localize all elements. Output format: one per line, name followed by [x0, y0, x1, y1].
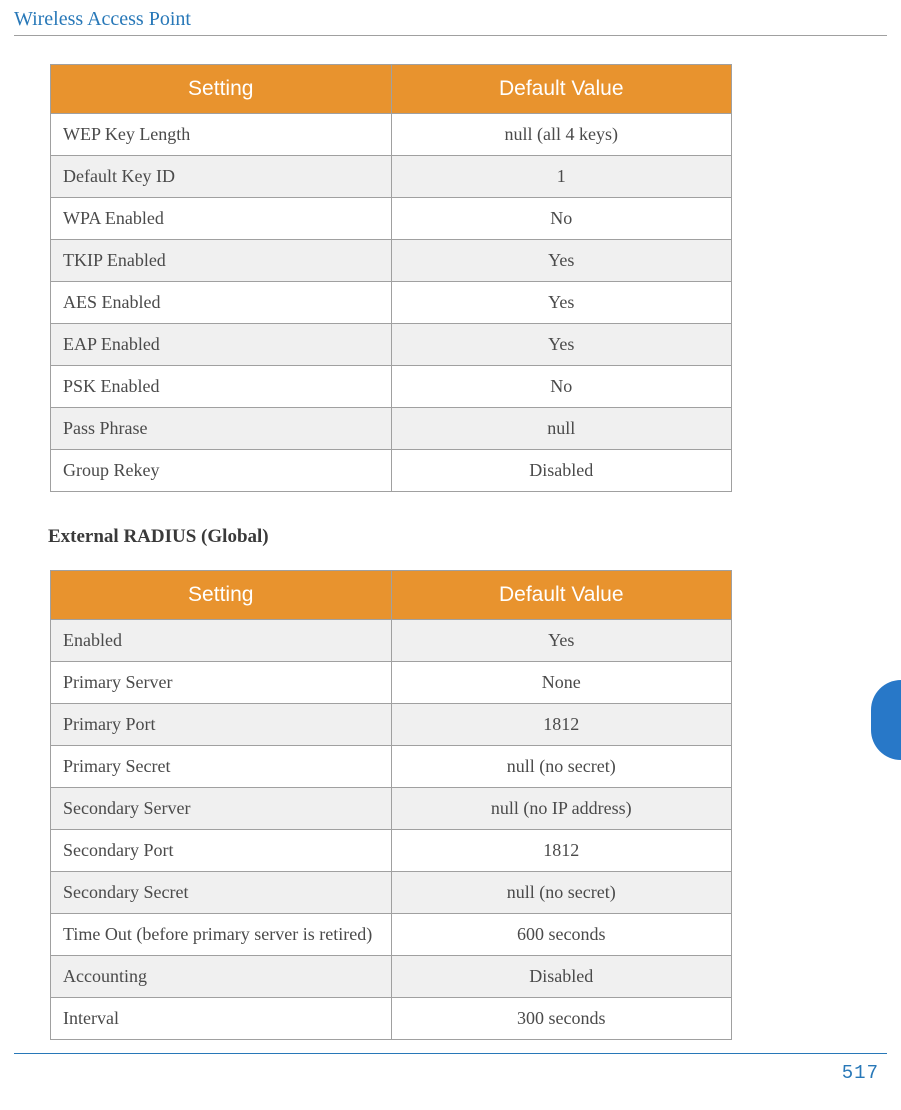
content-area: Setting Default Value WEP Key Lengthnull… — [0, 64, 901, 1040]
table2-value-cell: null (no secret) — [391, 746, 732, 788]
table-row: Secondary Port1812 — [51, 830, 732, 872]
table-row: Group RekeyDisabled — [51, 450, 732, 492]
table2-value-cell: null (no secret) — [391, 872, 732, 914]
settings-table-1: Setting Default Value WEP Key Lengthnull… — [50, 64, 732, 492]
table-row: TKIP EnabledYes — [51, 240, 732, 282]
table2-setting-cell: Primary Port — [51, 704, 392, 746]
table2-setting-cell: Accounting — [51, 956, 392, 998]
table2-setting-cell: Primary Server — [51, 662, 392, 704]
table-row: AccountingDisabled — [51, 956, 732, 998]
table1-value-cell: Yes — [391, 240, 732, 282]
page-header: Wireless Access Point — [0, 0, 901, 35]
table2-body: EnabledYesPrimary ServerNonePrimary Port… — [51, 620, 732, 1040]
page-number: 517 — [842, 1062, 879, 1084]
table2-value-cell: Disabled — [391, 956, 732, 998]
table-row: Default Key ID1 — [51, 156, 732, 198]
table-row: Pass Phrasenull — [51, 408, 732, 450]
table2-setting-cell: Primary Secret — [51, 746, 392, 788]
table-row: Primary Secretnull (no secret) — [51, 746, 732, 788]
table1-setting-cell: EAP Enabled — [51, 324, 392, 366]
table1-setting-cell: TKIP Enabled — [51, 240, 392, 282]
table2-setting-cell: Secondary Server — [51, 788, 392, 830]
table2-setting-cell: Time Out (before primary server is retir… — [51, 914, 392, 956]
table1-value-cell: null — [391, 408, 732, 450]
table1-value-cell: No — [391, 198, 732, 240]
table1-setting-cell: Group Rekey — [51, 450, 392, 492]
table1-setting-cell: AES Enabled — [51, 282, 392, 324]
table-row: Secondary Secretnull (no secret) — [51, 872, 732, 914]
table1-setting-cell: WPA Enabled — [51, 198, 392, 240]
table1-value-cell: 1 — [391, 156, 732, 198]
table2-value-cell: null (no IP address) — [391, 788, 732, 830]
table2-value-cell: 1812 — [391, 704, 732, 746]
table2-value-cell: 600 seconds — [391, 914, 732, 956]
table2-setting-cell: Enabled — [51, 620, 392, 662]
table-row: WEP Key Lengthnull (all 4 keys) — [51, 114, 732, 156]
table1-header-value: Default Value — [391, 65, 732, 114]
table1-header-setting: Setting — [51, 65, 392, 114]
table-row: PSK EnabledNo — [51, 366, 732, 408]
table2-value-cell: None — [391, 662, 732, 704]
table1-body: WEP Key Lengthnull (all 4 keys)Default K… — [51, 114, 732, 492]
table2-setting-cell: Secondary Secret — [51, 872, 392, 914]
table-row: EnabledYes — [51, 620, 732, 662]
table1-value-cell: Disabled — [391, 450, 732, 492]
table1-value-cell: No — [391, 366, 732, 408]
table2-value-cell: 300 seconds — [391, 998, 732, 1040]
table1-setting-cell: PSK Enabled — [51, 366, 392, 408]
table-row: Primary ServerNone — [51, 662, 732, 704]
table-row: Interval300 seconds — [51, 998, 732, 1040]
table1-setting-cell: Default Key ID — [51, 156, 392, 198]
table-row: EAP EnabledYes — [51, 324, 732, 366]
settings-table-2: Setting Default Value EnabledYesPrimary … — [50, 570, 732, 1040]
table1-value-cell: Yes — [391, 324, 732, 366]
table-row: Secondary Servernull (no IP address) — [51, 788, 732, 830]
table2-setting-cell: Interval — [51, 998, 392, 1040]
table1-value-cell: null (all 4 keys) — [391, 114, 732, 156]
table1-setting-cell: WEP Key Length — [51, 114, 392, 156]
table-row: WPA EnabledNo — [51, 198, 732, 240]
table2-header-value: Default Value — [391, 571, 732, 620]
table2-value-cell: Yes — [391, 620, 732, 662]
table1-value-cell: Yes — [391, 282, 732, 324]
table1-setting-cell: Pass Phrase — [51, 408, 392, 450]
table-row: AES EnabledYes — [51, 282, 732, 324]
footer-rule — [14, 1053, 887, 1054]
table-row: Time Out (before primary server is retir… — [51, 914, 732, 956]
header-rule — [14, 35, 887, 36]
section-heading-radius: External RADIUS (Global) — [48, 526, 853, 548]
table2-value-cell: 1812 — [391, 830, 732, 872]
table2-setting-cell: Secondary Port — [51, 830, 392, 872]
table2-header-setting: Setting — [51, 571, 392, 620]
table-row: Primary Port1812 — [51, 704, 732, 746]
